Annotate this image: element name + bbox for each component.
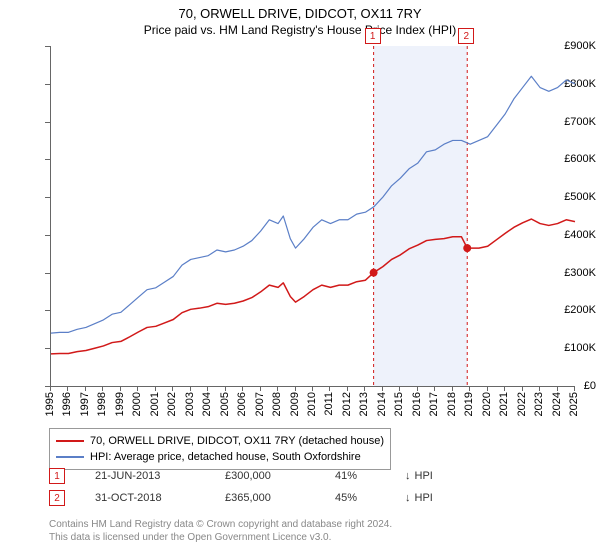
sale-pct: 45% [335,492,375,504]
x-tick-label: 2017 [428,392,440,416]
x-tick-label: 1995 [44,392,56,416]
x-tick-label: 2014 [376,392,388,416]
x-tick-label: 2015 [393,392,405,416]
x-tick-label: 2001 [149,392,161,416]
x-tick-label: 1996 [61,392,73,416]
attribution-line2: This data is licensed under the Open Gov… [49,531,392,544]
legend-row: HPI: Average price, detached house, Sout… [56,449,384,465]
event-marker: 2 [458,28,474,44]
plot-svg [51,46,575,386]
x-tick-label: 2019 [463,392,475,416]
x-tick-label: 2002 [166,392,178,416]
x-tick-label: 1998 [96,392,108,416]
x-tick-label: 2012 [341,392,353,416]
legend-swatch [56,456,84,458]
legend-row: 70, ORWELL DRIVE, DIDCOT, OX11 7RY (deta… [56,433,384,449]
down-arrow-icon: ↓ [405,492,411,504]
legend: 70, ORWELL DRIVE, DIDCOT, OX11 7RY (deta… [49,428,391,470]
chart-subtitle: Price paid vs. HM Land Registry's House … [0,21,600,37]
sale-price: £365,000 [225,492,305,504]
attribution-line1: Contains HM Land Registry data © Crown c… [49,518,392,531]
x-tick-label: 2003 [184,392,196,416]
attribution: Contains HM Land Registry data © Crown c… [49,518,392,544]
event-marker: 1 [365,28,381,44]
chart-title: 70, ORWELL DRIVE, DIDCOT, OX11 7RY [0,0,600,21]
sale-marker: 2 [49,490,65,506]
sale-row: 1 21-JUN-2013 £300,000 41% ↓ HPI [49,468,433,484]
x-tick-label: 2025 [568,392,580,416]
x-tick-label: 2016 [411,392,423,416]
sale-row: 2 31-OCT-2018 £365,000 45% ↓ HPI [49,490,433,506]
x-tick-label: 2020 [481,392,493,416]
sale-vs: HPI [415,492,433,504]
sale-vs: HPI [415,470,433,482]
x-tick-label: 2021 [498,392,510,416]
x-tick-label: 2024 [551,392,563,416]
sale-marker: 1 [49,468,65,484]
legend-swatch [56,440,84,442]
x-tick-label: 2008 [271,392,283,416]
x-tick-label: 2023 [533,392,545,416]
x-tick-label: 1999 [114,392,126,416]
sale-date: 21-JUN-2013 [95,470,195,482]
x-tick-label: 2010 [306,392,318,416]
x-tick-label: 2000 [131,392,143,416]
x-tick-label: 2018 [446,392,458,416]
legend-label: 70, ORWELL DRIVE, DIDCOT, OX11 7RY (deta… [90,433,384,449]
sale-date: 31-OCT-2018 [95,492,195,504]
legend-label: HPI: Average price, detached house, Sout… [90,449,361,465]
x-tick-label: 2007 [254,392,266,416]
x-tick-label: 2022 [516,392,528,416]
x-tick-label: 2005 [219,392,231,416]
plot-area [50,46,575,387]
sale-pct: 41% [335,470,375,482]
x-tick-label: 2011 [323,392,335,416]
down-arrow-icon: ↓ [405,470,411,482]
x-tick-label: 2006 [236,392,248,416]
x-tick-label: 2004 [201,392,213,416]
x-tick-label: 2013 [358,392,370,416]
x-tick-label: 2009 [289,392,301,416]
x-tick-label: 1997 [79,392,91,416]
sale-price: £300,000 [225,470,305,482]
chart-container: 70, ORWELL DRIVE, DIDCOT, OX11 7RY Price… [0,0,600,560]
